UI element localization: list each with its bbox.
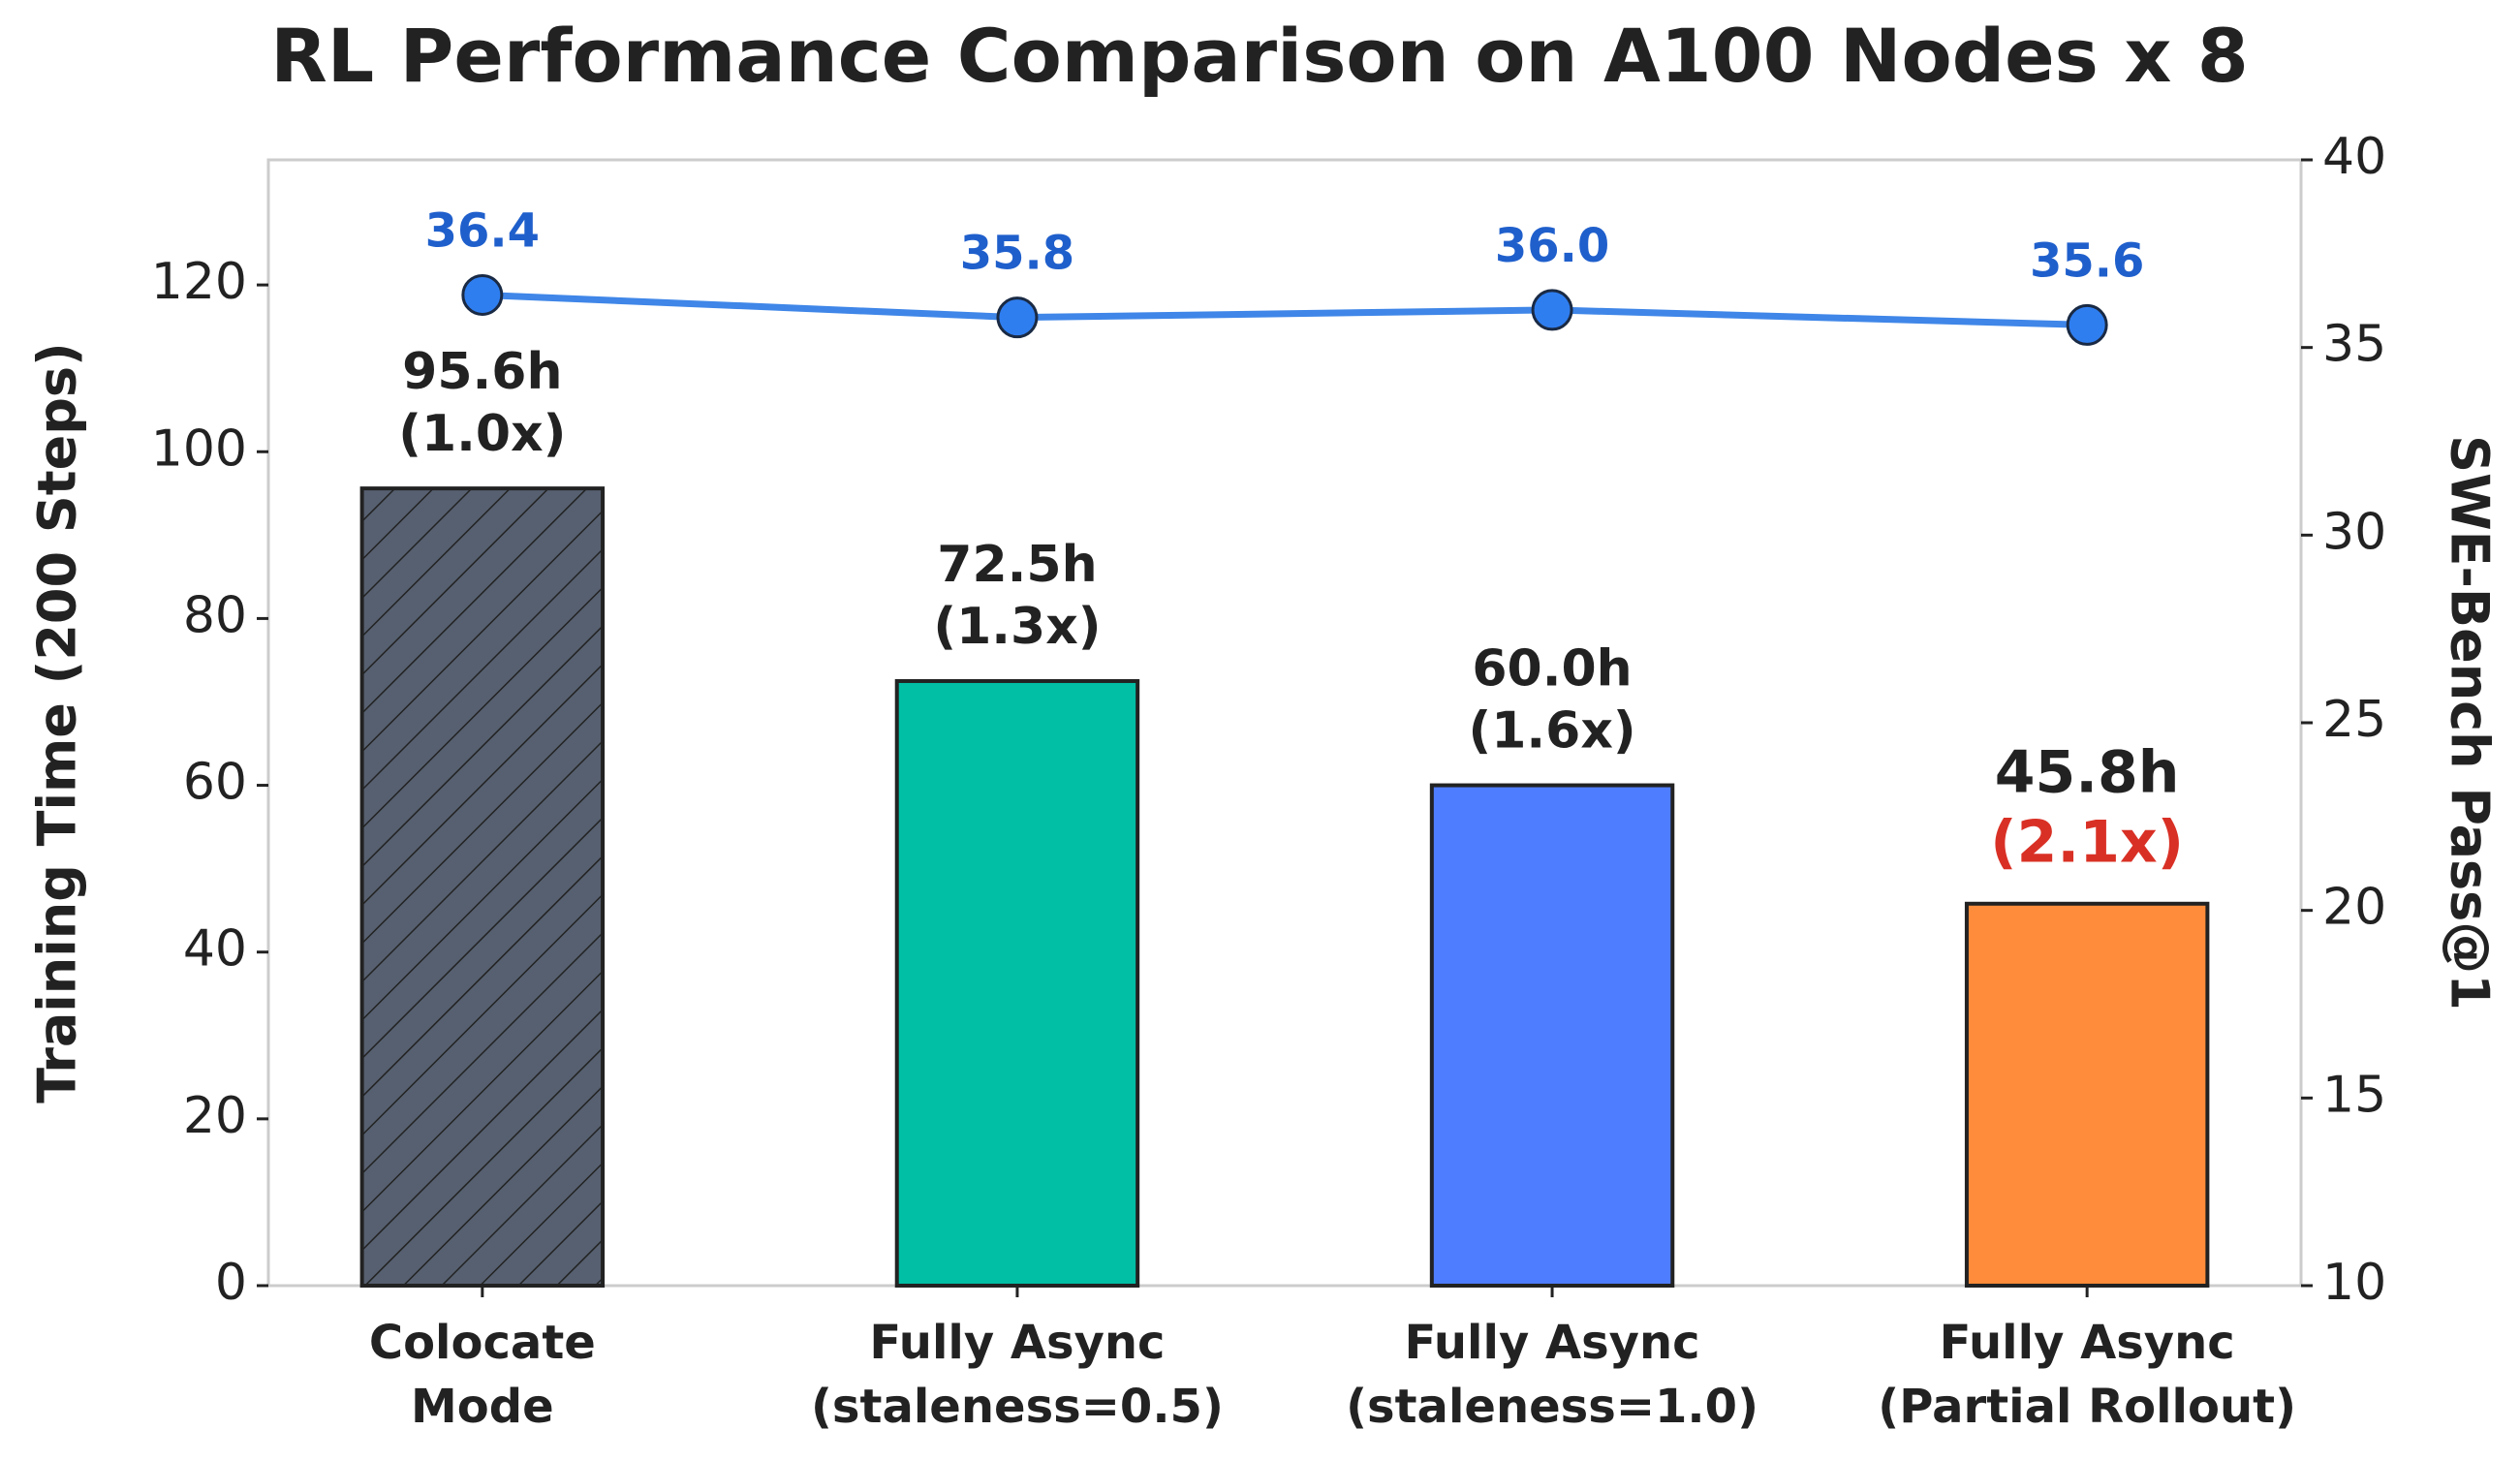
x-tick-label: (staleness=0.5) [811, 1380, 1224, 1434]
speedup-label: (1.0x) [398, 405, 566, 463]
speedup-label: (2.1x) [1990, 808, 2184, 876]
x-tick-label: Mode [411, 1380, 554, 1434]
y-tick-label: 0 [215, 1254, 247, 1312]
x-tick-label: (Partial Rollout) [1878, 1380, 2296, 1434]
y-axis-label: Training Time (200 Steps) [27, 342, 88, 1103]
y2-tick-label: 40 [2322, 128, 2386, 186]
bar-value-label: 60.0h [1472, 640, 1632, 699]
x-tick-label: Fully Async [869, 1316, 1165, 1370]
bar [1964, 901, 2210, 1289]
x-tick-label: Fully Async [1940, 1316, 2235, 1370]
y-tick-label: 40 [183, 920, 247, 979]
line-marker [1531, 289, 1573, 331]
speedup-label: (1.3x) [933, 598, 1101, 656]
bar [894, 678, 1140, 1288]
line-marker [461, 273, 504, 316]
x-tick-label: Fully Async [1404, 1316, 1699, 1370]
y2-tick-label: 35 [2322, 316, 2386, 374]
y-tick-label: 100 [151, 420, 247, 478]
speedup-label: (1.6x) [1468, 702, 1635, 761]
x-tick-label: Colocate [369, 1316, 596, 1370]
line-marker [996, 296, 1039, 339]
line-value-label: 36.0 [1495, 219, 1609, 273]
bar-value-label: 95.6h [402, 343, 562, 401]
bar-value-label: 45.8h [1995, 738, 2180, 806]
line-value-label: 36.4 [425, 203, 540, 258]
line-value-label: 35.6 [2030, 233, 2144, 288]
y-tick-label: 60 [183, 754, 247, 812]
y-tick-label: 80 [183, 586, 247, 644]
y-tick-label: 20 [183, 1087, 247, 1145]
bar [1429, 783, 1675, 1288]
y2-axis-label: SWE-Bench Pass@1 [2439, 435, 2500, 1010]
y2-tick-label: 15 [2322, 1066, 2386, 1124]
bar-hatch [361, 488, 604, 1287]
y2-tick-label: 10 [2322, 1254, 2386, 1312]
chart-title: RL Performance Comparison on A100 Nodes … [270, 13, 2248, 99]
x-tick-label: (staleness=1.0) [1346, 1380, 1758, 1434]
bar-value-label: 72.5h [937, 536, 1097, 594]
line-value-label: 35.8 [960, 227, 1074, 281]
line-marker [2066, 303, 2108, 346]
y2-tick-label: 25 [2322, 691, 2386, 749]
y-tick-label: 120 [151, 253, 247, 311]
y2-tick-label: 20 [2322, 879, 2386, 937]
y2-tick-label: 30 [2322, 503, 2386, 561]
line [482, 291, 2088, 328]
